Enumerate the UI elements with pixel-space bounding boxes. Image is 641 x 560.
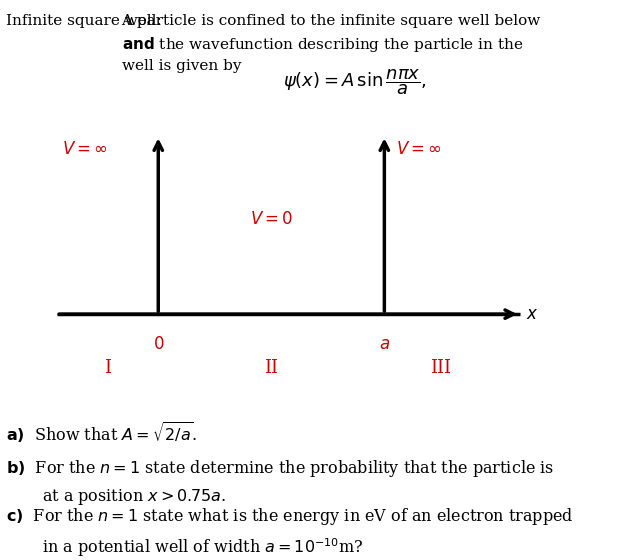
Text: I: I	[104, 360, 111, 377]
Text: $V = \infty$: $V = \infty$	[395, 141, 442, 158]
Text: $\psi(x) = A\,\sin\dfrac{n\pi x}{a},$: $\psi(x) = A\,\sin\dfrac{n\pi x}{a},$	[283, 68, 426, 97]
Text: $\mathbf{a)}$  Show that $A = \sqrt{2/a}$.: $\mathbf{a)}$ Show that $A = \sqrt{2/a}$…	[6, 420, 197, 445]
Text: III: III	[430, 360, 451, 377]
Text: $V = 0$: $V = 0$	[250, 211, 293, 228]
Text: $\mathbf{c)}$  For the $n = 1$ state what is the energy in eV of an electron tra: $\mathbf{c)}$ For the $n = 1$ state what…	[6, 506, 573, 528]
Text: $\mathbf{b)}$  For the $n = 1$ state determine the probability that the particle: $\mathbf{b)}$ For the $n = 1$ state dete…	[6, 458, 554, 479]
Text: in a potential well of width $a = 10^{-10}$m?: in a potential well of width $a = 10^{-1…	[42, 536, 364, 559]
Text: $0$: $0$	[153, 336, 164, 353]
Text: at a position $x > 0.75a$.: at a position $x > 0.75a$.	[42, 487, 227, 507]
Text: $a$: $a$	[379, 336, 390, 353]
Text: $x$: $x$	[526, 306, 538, 323]
Text: II: II	[264, 360, 278, 377]
Text: $V = \infty$: $V = \infty$	[62, 141, 108, 158]
Text: Infinite square well:: Infinite square well:	[6, 13, 162, 27]
Text: A particle is confined to the infinite square well below
$\mathbf{and}$ the wave: A particle is confined to the infinite s…	[122, 13, 541, 73]
